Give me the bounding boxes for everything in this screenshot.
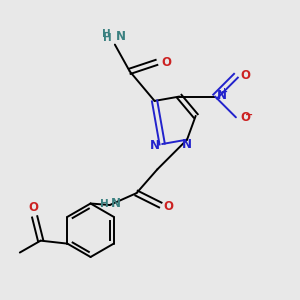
Text: N: N xyxy=(182,138,192,151)
Text: H: H xyxy=(103,33,112,43)
Text: N: N xyxy=(116,30,126,43)
Text: O: O xyxy=(240,111,250,124)
Text: H: H xyxy=(100,199,108,208)
Text: O: O xyxy=(28,201,38,214)
Text: +: + xyxy=(220,87,227,96)
Text: H: H xyxy=(102,29,110,39)
Text: O: O xyxy=(161,56,171,69)
Text: O: O xyxy=(240,69,250,82)
Text: −: − xyxy=(245,110,253,119)
Text: N: N xyxy=(111,197,121,210)
Text: O: O xyxy=(164,200,174,213)
Text: N: N xyxy=(217,88,226,102)
Text: N: N xyxy=(150,139,160,152)
